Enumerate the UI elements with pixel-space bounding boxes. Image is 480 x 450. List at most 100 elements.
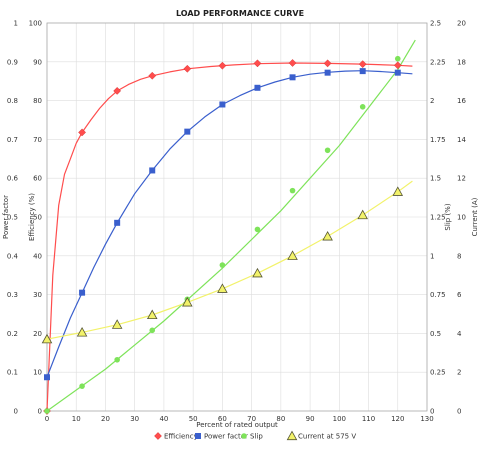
efficiency-curve bbox=[46, 62, 413, 412]
x-axis-title: Percent of rated output bbox=[196, 421, 278, 429]
current-tick-label: 0 bbox=[457, 408, 461, 416]
efficiency-point bbox=[358, 60, 367, 69]
slip-tick-label: 2 bbox=[430, 97, 434, 105]
slip-legend-label: Slip bbox=[250, 433, 263, 441]
plot-area-border bbox=[46, 22, 428, 412]
power-factor-tick-label: 0.1 bbox=[7, 369, 18, 377]
slip-tick-label: 0.25 bbox=[430, 369, 446, 377]
efficiency-legend-marker bbox=[154, 432, 162, 440]
current-tick-label: 8 bbox=[457, 252, 461, 260]
power-factor-point bbox=[79, 289, 86, 296]
efficiency-tick-label: 60 bbox=[33, 175, 42, 183]
power-factor-point bbox=[114, 219, 121, 226]
power-factor-point bbox=[184, 128, 191, 135]
power-factor-tick-label: 0.2 bbox=[7, 330, 18, 338]
slip-point bbox=[394, 55, 401, 62]
x-tick-label: 60 bbox=[218, 415, 227, 423]
axes: 0 10 20 30 40 50 60 70 80 90 100 110 120 13000.10.20.… bbox=[7, 20, 467, 424]
power-factor-tick-label: 0.5 bbox=[7, 214, 18, 222]
current-at-575-v-point bbox=[392, 186, 404, 196]
power-factor-tick-label: 0.9 bbox=[7, 58, 18, 66]
power-factor-legend-marker bbox=[195, 433, 201, 439]
current-at-575-v-point bbox=[41, 333, 53, 344]
efficiency-point bbox=[323, 59, 332, 68]
efficiency-tick-label: 80 bbox=[33, 97, 42, 105]
slip-point bbox=[324, 147, 331, 154]
current-at-575-v-curve bbox=[46, 180, 413, 340]
current-at-575-v-point bbox=[146, 309, 158, 320]
current-at-575-v-point bbox=[217, 283, 228, 293]
x-tick-label: 110 bbox=[362, 415, 375, 423]
current-tick-label: 12 bbox=[457, 175, 466, 183]
slip-point bbox=[149, 327, 156, 334]
power-factor-tick-label: 0.3 bbox=[7, 291, 18, 299]
power-factor-legend-label: Power factor bbox=[204, 433, 248, 441]
efficiency-tick-label: 50 bbox=[33, 214, 42, 222]
power-factor-point bbox=[289, 74, 296, 81]
efficiency-point bbox=[148, 71, 157, 80]
current-tick-label: 10 bbox=[457, 214, 466, 222]
power-factor-point bbox=[324, 69, 331, 76]
slip-point bbox=[79, 383, 85, 389]
current-at-575-v-legend-marker bbox=[286, 430, 298, 441]
x-tick-label: 70 bbox=[247, 415, 256, 423]
current-at-575-v-point bbox=[76, 327, 88, 337]
current-at-575-v-point bbox=[287, 250, 298, 260]
power-factor-tick-label: 0.7 bbox=[7, 136, 18, 144]
x-tick-label: 30 bbox=[130, 415, 139, 423]
slip-tick-label: 0.5 bbox=[430, 330, 441, 338]
right-inner-axis-title: Slip (%) bbox=[444, 203, 452, 230]
slip-tick-label: 0.75 bbox=[430, 291, 446, 299]
slip-point bbox=[44, 408, 50, 414]
efficiency-tick-label: 10 bbox=[33, 369, 42, 377]
current-at-575-v-legend-label: Current at 575 V bbox=[298, 433, 356, 441]
current-tick-label: 16 bbox=[457, 97, 466, 105]
x-tick-label: 90 bbox=[306, 415, 315, 423]
x-tick-label: 80 bbox=[276, 415, 285, 423]
x-tick-label: 50 bbox=[189, 415, 198, 423]
efficiency-tick-label: 70 bbox=[33, 136, 42, 144]
current-at-575-v-point bbox=[322, 230, 333, 241]
efficiency-point bbox=[253, 59, 262, 68]
current-tick-label: 4 bbox=[457, 330, 462, 338]
efficiency-tick-label: 100 bbox=[29, 20, 42, 28]
current-at-575-v-point bbox=[182, 296, 193, 307]
chart-title: LOAD PERFORMANCE CURVE bbox=[176, 9, 304, 18]
x-tick-label: 120 bbox=[391, 415, 404, 423]
current-tick-label: 18 bbox=[457, 58, 466, 66]
left-outer-axis-title: Power factor bbox=[2, 195, 10, 239]
slip-legend-marker bbox=[241, 433, 247, 439]
power-factor-tick-label: 0.8 bbox=[7, 97, 18, 105]
efficiency-legend-label: Efficiency bbox=[164, 433, 198, 441]
legend: Efficiency Power factor Slip Current at 575… bbox=[154, 430, 356, 441]
slip-tick-label: 2.25 bbox=[430, 58, 446, 66]
power-factor-point bbox=[394, 69, 401, 76]
slip-point bbox=[254, 226, 261, 233]
slip-point bbox=[359, 104, 366, 110]
efficiency-point bbox=[288, 59, 297, 67]
efficiency-tick-label: 40 bbox=[33, 252, 42, 260]
power-factor-tick-label: 0.6 bbox=[7, 175, 19, 183]
current-tick-label: 20 bbox=[457, 20, 466, 28]
power-factor-point bbox=[149, 167, 156, 174]
efficiency-tick-label: 20 bbox=[33, 330, 42, 338]
efficiency-point bbox=[183, 64, 192, 73]
power-factor-point bbox=[254, 84, 261, 91]
right-outer-axis-title: Current (A) bbox=[471, 197, 479, 236]
left-inner-axis-title: Efficiency (%) bbox=[28, 193, 36, 241]
power-factor-tick-label: 0.4 bbox=[7, 252, 19, 260]
slip-tick-label: 1.5 bbox=[430, 175, 441, 183]
x-tick-label: 40 bbox=[159, 415, 168, 423]
power-factor-curve bbox=[46, 70, 413, 378]
data-markers bbox=[41, 55, 404, 415]
efficiency-point bbox=[393, 61, 402, 70]
slip-point bbox=[114, 356, 120, 363]
power-factor-tick-label: 1 bbox=[14, 20, 18, 28]
slip-tick-label: 2.5 bbox=[430, 20, 441, 28]
current-at-575-v-point bbox=[357, 209, 368, 220]
efficiency-point bbox=[218, 61, 227, 70]
power-factor-point bbox=[359, 68, 366, 75]
x-tick-label: 20 bbox=[101, 415, 110, 423]
